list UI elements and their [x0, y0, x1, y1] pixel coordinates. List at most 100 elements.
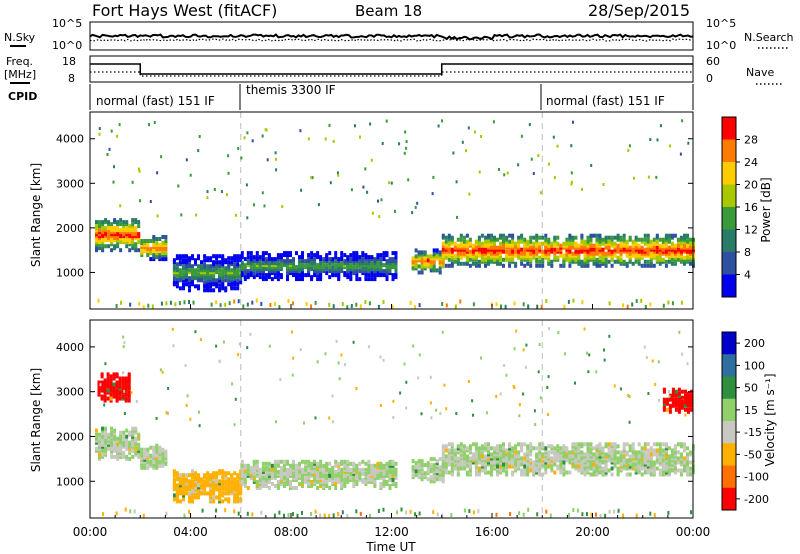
echo-cell [487, 257, 490, 262]
echo-cell [364, 482, 368, 486]
echo-cell [246, 346, 249, 350]
colorbar-tick-label: 15 [744, 404, 758, 417]
echo-cell [260, 510, 263, 515]
echo-cell [649, 239, 653, 244]
echo-cell [607, 253, 611, 258]
echo-cell [164, 257, 168, 262]
echo-cell [322, 469, 326, 474]
echo-cell [240, 261, 244, 266]
echo-cell [604, 460, 608, 465]
echo-cell [143, 455, 147, 460]
echo-cell [299, 348, 302, 352]
echo-cell [310, 175, 313, 179]
echo-cell [343, 253, 347, 258]
echo-cell [628, 460, 632, 465]
echo-cell [188, 491, 191, 496]
echo-cell [329, 181, 332, 185]
echo-cell [616, 233, 620, 238]
echo-cell [538, 241, 542, 246]
y-tick-label: 3000 [56, 177, 84, 190]
echo-cell [676, 468, 680, 473]
echo-cell [310, 469, 314, 474]
echo-cell [649, 253, 653, 258]
echo-cell [686, 460, 689, 465]
echo-cell [227, 282, 231, 287]
echo-cell [545, 509, 548, 514]
echo-cell [314, 300, 317, 305]
echo-cell [511, 253, 515, 258]
echo-cell [379, 355, 382, 359]
echo-cell [218, 272, 222, 277]
echo-cell [359, 511, 362, 516]
echo-cell [376, 261, 380, 266]
echo-cell [399, 391, 402, 395]
echo-cell [352, 340, 355, 344]
echo-cell [240, 156, 243, 160]
echo-cell [212, 491, 216, 496]
echo-cell [568, 450, 572, 455]
echo-cell [553, 446, 557, 451]
echo-cell [115, 511, 118, 516]
echo-cell [547, 375, 550, 379]
echo-cell [349, 461, 353, 466]
echo-cell [456, 448, 460, 453]
echo-cell [178, 499, 182, 504]
echo-cell [319, 482, 323, 486]
echo-cell [316, 461, 320, 466]
echo-cell [341, 302, 344, 307]
echo-cell [528, 123, 531, 127]
echo-cell [526, 450, 530, 455]
echo-cell [341, 510, 344, 515]
echo-cell [441, 477, 445, 482]
echo-cell [128, 442, 132, 447]
echo-cell [435, 459, 439, 464]
echo-cell [388, 484, 392, 488]
echo-cell [604, 235, 608, 240]
echo-cell [515, 329, 518, 333]
echo-cell [324, 352, 327, 356]
echo-cell [541, 460, 545, 465]
echo-cell [613, 253, 617, 258]
echo-cell [188, 499, 191, 504]
echo-cell [514, 253, 518, 258]
echo-cell [143, 465, 147, 470]
echo-cell [340, 255, 344, 260]
echo-cell [182, 258, 185, 263]
echo-cell [598, 233, 602, 238]
echo-cell [619, 235, 623, 240]
echo-cell [103, 403, 106, 407]
echo-cell [197, 284, 200, 289]
echo-cell [604, 257, 608, 262]
echo-cell [493, 450, 496, 455]
echo-cell [185, 254, 188, 259]
echo-cell [115, 388, 119, 393]
echo-cell [370, 469, 374, 474]
echo-cell [238, 342, 241, 346]
echo-cell [418, 511, 421, 516]
echo-cell [505, 448, 509, 453]
echo-cell [664, 259, 668, 264]
echo-cell [432, 510, 435, 515]
echo-cell [661, 257, 665, 262]
echo-cell [273, 459, 277, 464]
echo-cell [567, 512, 570, 517]
echo-cell [441, 233, 445, 238]
echo-cell [658, 460, 662, 465]
echo-cell [583, 327, 586, 331]
echo-cell [97, 380, 101, 385]
echo-cell [535, 460, 539, 465]
echo-cell [674, 399, 678, 404]
echo-cell [104, 426, 108, 431]
echo-cell [520, 253, 524, 258]
echo-cell [212, 495, 216, 500]
echo-cell [477, 446, 481, 451]
echo-cell [109, 382, 113, 387]
echo-cell [625, 450, 629, 455]
echo-cell [286, 257, 289, 262]
freq-label: Freq. [6, 55, 33, 68]
echo-cell [206, 477, 210, 482]
echo-cell [438, 477, 442, 482]
echo-cell [547, 444, 551, 449]
echo-cell [276, 261, 280, 266]
echo-cell [331, 479, 335, 484]
